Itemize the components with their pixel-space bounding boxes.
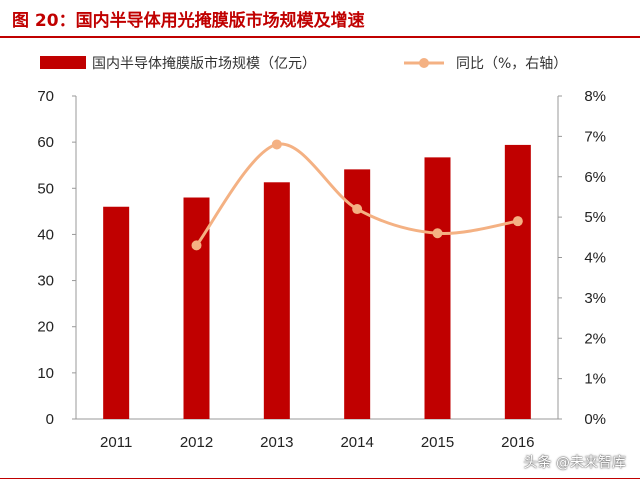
tick-labels: 0 10 20 30 40 50 60 70 0% 1% 2% 3% 4% 5% 6% 7% 8% 2011 201… [37,88,606,451]
bar [424,157,451,419]
left-tick-label: 30 [37,273,54,290]
left-tick-label: 50 [37,180,54,197]
right-tick-label: 1% [584,371,606,388]
growth-point [191,240,202,251]
x-tick-label: 2012 [180,434,213,451]
left-tick-label: 0 [46,411,54,428]
title-underline [0,36,640,38]
x-tick-label: 2014 [340,434,373,451]
right-tick-label: 3% [584,290,606,307]
left-tick-label: 60 [37,134,54,151]
figure-title: 图 20：国内半导体用光掩膜版市场规模及增速 [12,11,365,31]
left-tick-label: 40 [37,226,54,243]
growth-point [352,204,363,215]
left-tick-label: 70 [37,88,54,105]
bar [504,144,531,419]
right-tick-label: 8% [584,88,606,105]
x-tick-label: 2013 [260,434,293,451]
x-tick-label: 2011 [100,434,132,451]
legend-bar-swatch [40,56,86,69]
left-tick-label: 20 [37,319,54,336]
right-tick-label: 7% [584,128,606,145]
right-tick-label: 6% [584,169,606,186]
x-tick-label: 2015 [421,434,454,451]
growth-point [432,228,443,239]
x-tick-label: 2016 [501,434,534,451]
legend-bar-label: 国内半导体掩膜版市场规模（亿元） [92,55,316,72]
bottom-rule [0,478,640,479]
right-tick-label: 2% [584,330,606,347]
bars [103,144,531,419]
legend-line-label: 同比（%，右轴） [456,56,567,72]
right-tick-label: 4% [584,250,606,267]
right-tick-label: 5% [584,209,606,226]
legend-line-marker [419,58,429,68]
growth-point [271,139,282,150]
watermark: 头条 @未来智库 [523,455,626,471]
axes [72,95,562,420]
legend: 国内半导体掩膜版市场规模（亿元） 同比（%，右轴） [40,55,567,72]
right-tick-label: 0% [584,411,606,428]
bar [263,182,290,419]
bar [103,206,130,419]
growth-line [191,139,523,251]
growth-point [512,216,523,227]
left-tick-label: 10 [37,365,54,382]
